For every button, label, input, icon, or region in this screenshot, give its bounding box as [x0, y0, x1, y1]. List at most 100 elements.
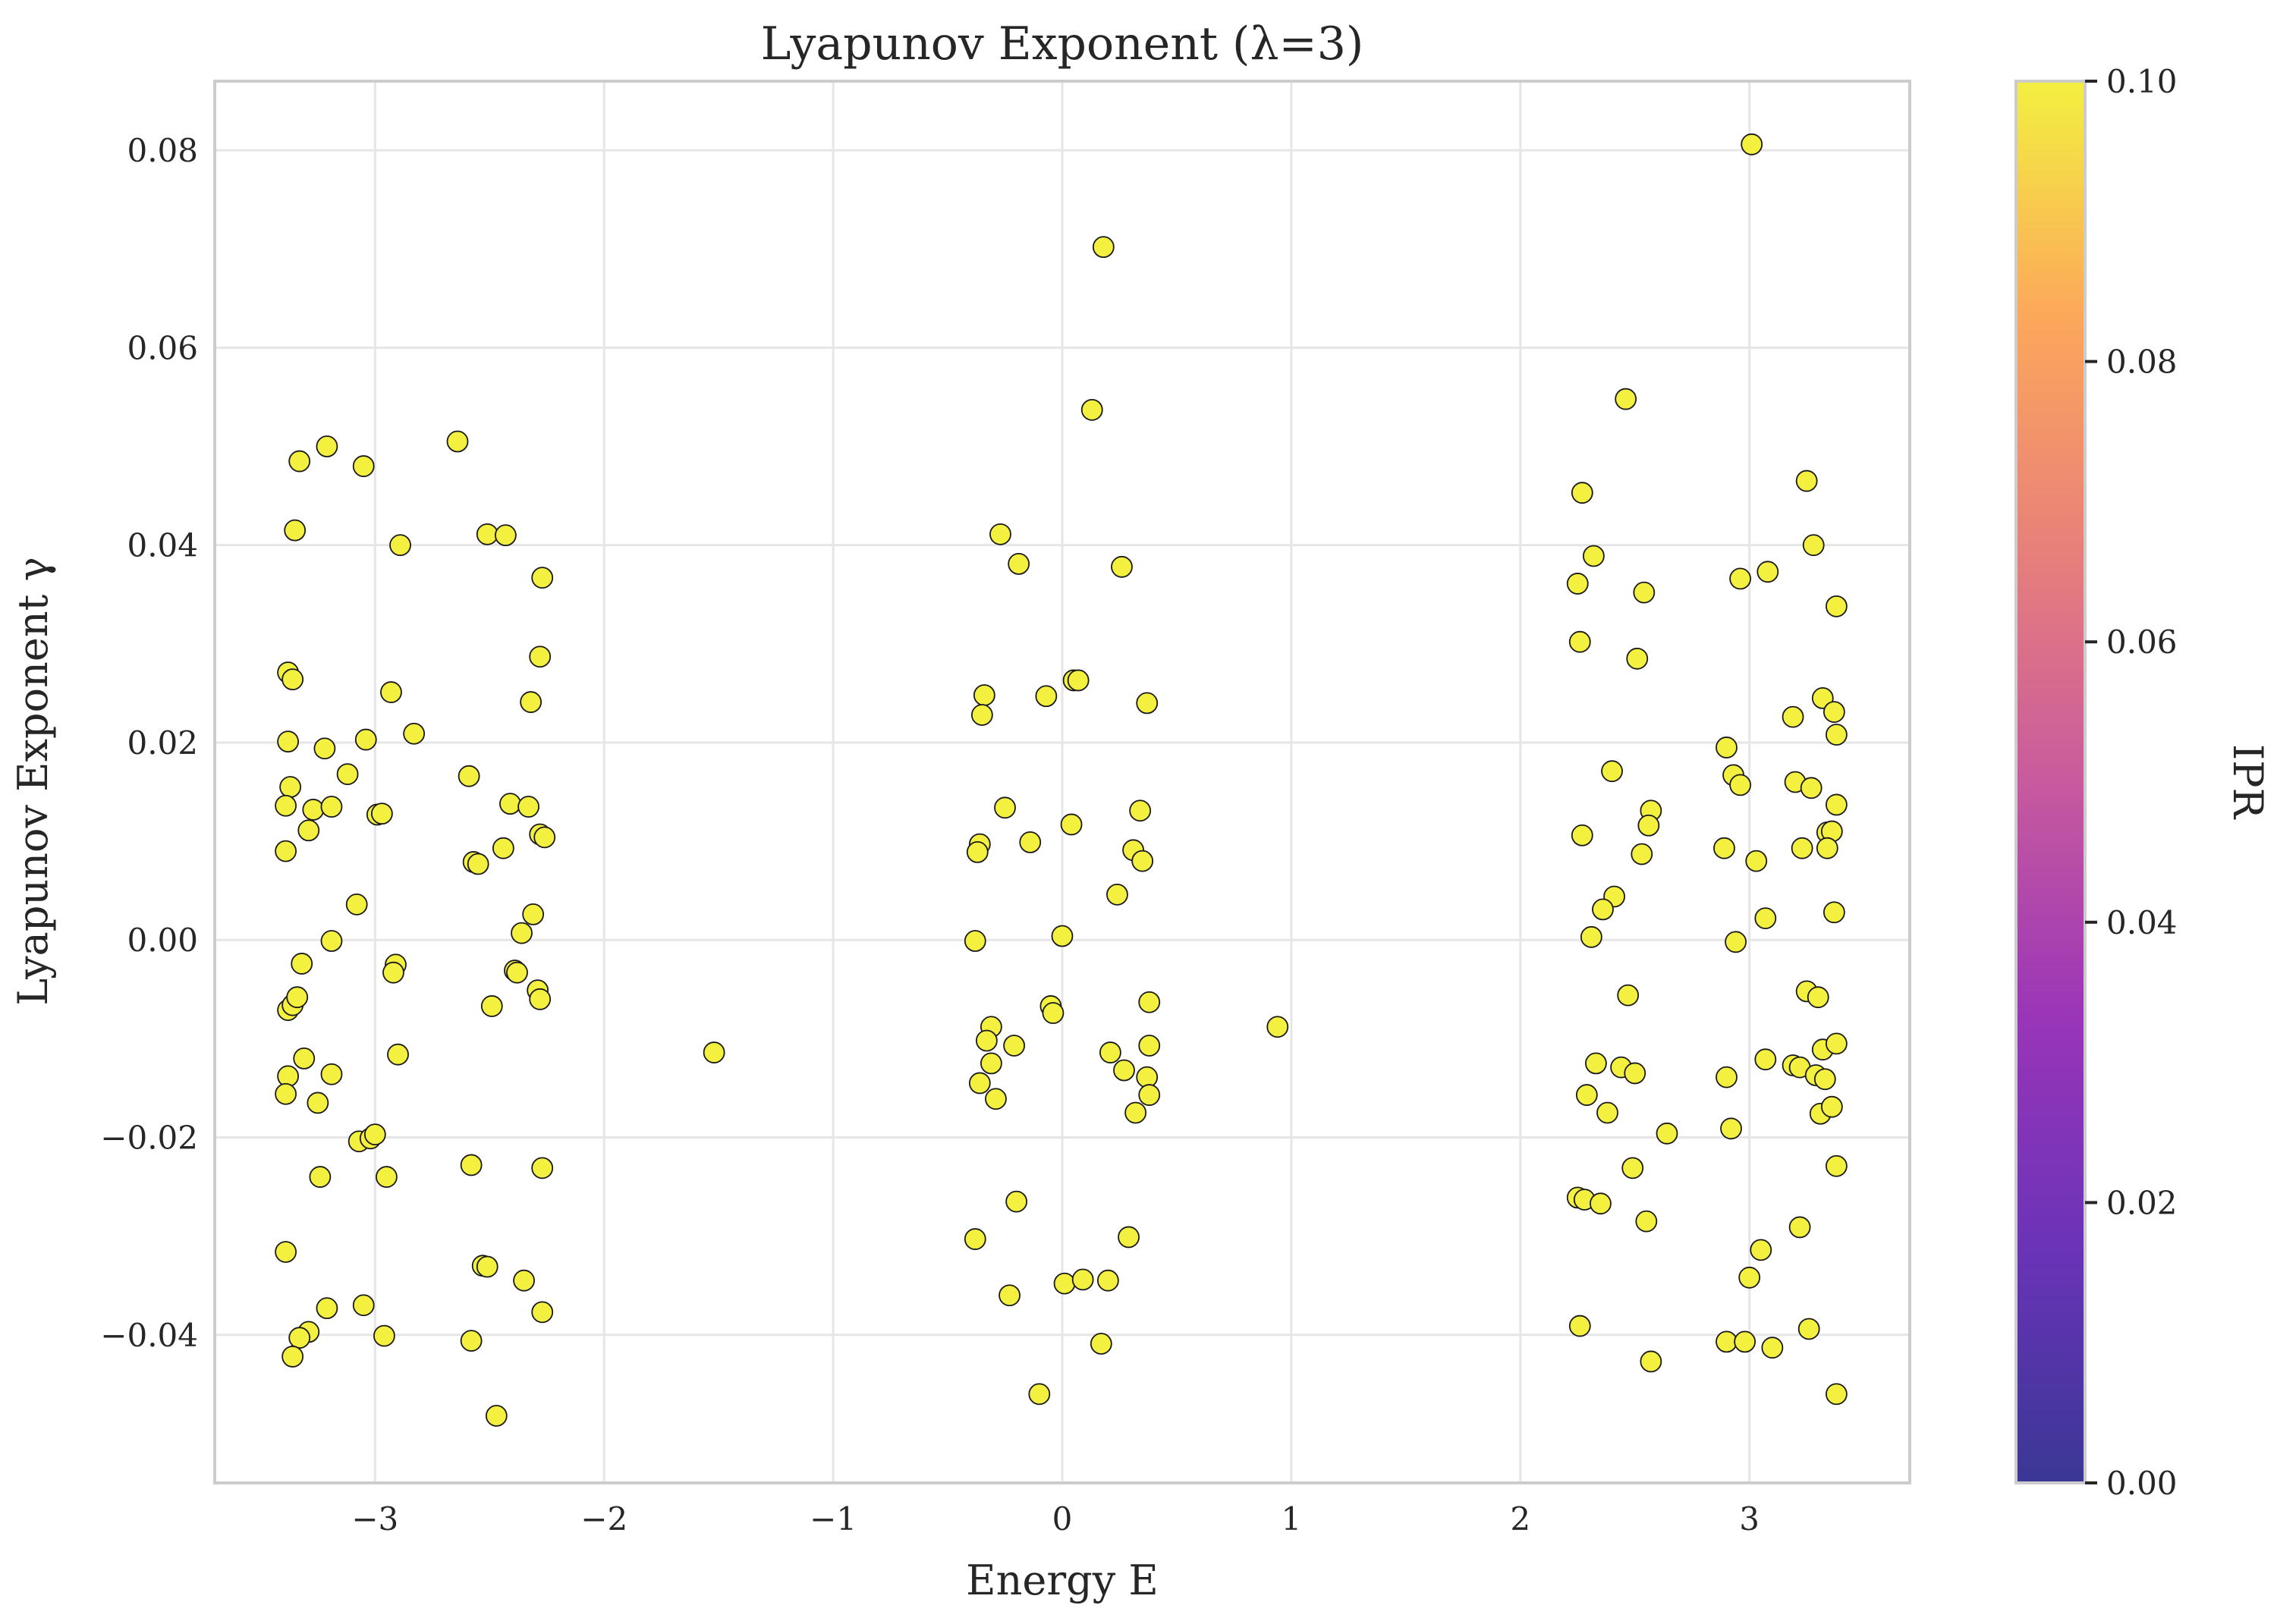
colorbar-tick-label: 0.06	[2106, 624, 2178, 661]
y-axis-ticks: −0.04 −0.02 0.00 0.02 0.04 0.06 0.08	[100, 132, 198, 1354]
data-point	[1090, 1333, 1112, 1355]
data-point	[1795, 470, 1818, 492]
data-point	[1035, 685, 1058, 708]
data-point	[1003, 1035, 1026, 1057]
data-point	[1099, 1041, 1121, 1063]
data-points	[275, 133, 1848, 1427]
data-point	[973, 684, 995, 706]
data-point	[284, 519, 307, 542]
data-point	[1582, 545, 1605, 567]
data-point	[1113, 1059, 1135, 1082]
data-point	[1566, 573, 1589, 595]
data-point	[316, 1297, 338, 1320]
x-tick-label: −1	[810, 1500, 857, 1538]
data-point	[994, 796, 1016, 819]
data-point	[354, 728, 377, 751]
plot-frame	[213, 80, 1911, 1484]
data-point	[1825, 793, 1848, 816]
data-point	[382, 961, 404, 984]
data-point	[703, 1041, 725, 1063]
data-point	[275, 1082, 297, 1105]
data-point	[1816, 837, 1838, 859]
data-point	[1051, 925, 1074, 947]
data-point	[373, 1324, 395, 1347]
y-tick-label: 0.04	[127, 527, 198, 564]
data-point	[476, 523, 498, 545]
colorbar-tick-label: 0.04	[2106, 904, 2178, 941]
data-point	[980, 1052, 1002, 1075]
x-axis-label: Energy E	[966, 1556, 1159, 1604]
data-point	[291, 953, 313, 975]
data-point	[1136, 692, 1159, 715]
data-point	[1568, 630, 1591, 653]
data-point	[985, 1088, 1007, 1110]
data-point	[1741, 133, 1763, 155]
data-point	[1092, 236, 1115, 259]
colorbar: 0.00 0.02 0.04 0.06 0.08 0.10 IPR	[2014, 63, 2272, 1502]
data-point	[370, 803, 393, 825]
data-point	[506, 961, 528, 984]
data-point	[1761, 1337, 1784, 1359]
data-point	[1754, 907, 1777, 929]
data-point	[1071, 1268, 1094, 1291]
data-point	[313, 737, 336, 760]
data-point	[492, 837, 514, 859]
data-point	[279, 776, 302, 798]
x-tick-label: −3	[351, 1500, 398, 1538]
data-point	[1617, 984, 1640, 1007]
data-point	[352, 1294, 375, 1317]
y-tick-label: 0.06	[127, 329, 198, 366]
data-point	[1825, 1383, 1848, 1406]
data-point	[1626, 647, 1649, 670]
data-point	[320, 1063, 343, 1085]
data-point	[1823, 701, 1845, 723]
data-point	[286, 986, 309, 1009]
data-point	[533, 826, 556, 849]
data-point	[1005, 1190, 1028, 1213]
data-point	[1635, 1210, 1658, 1233]
data-point	[363, 1123, 386, 1146]
data-point	[1825, 1032, 1848, 1055]
data-point	[1640, 1350, 1662, 1373]
data-point	[293, 1047, 316, 1070]
data-point	[1266, 1016, 1289, 1038]
data-point	[275, 1241, 297, 1263]
data-point	[1592, 898, 1614, 921]
data-point	[1716, 1066, 1738, 1088]
colorbar-tick-label: 0.08	[2106, 344, 2178, 381]
data-point	[1807, 986, 1829, 1009]
data-point	[288, 450, 311, 473]
data-point	[1096, 1269, 1119, 1292]
data-point	[480, 995, 503, 1017]
data-point	[495, 524, 517, 547]
data-point	[1797, 1318, 1820, 1340]
y-tick-label: 0.02	[127, 724, 198, 762]
x-tick-label: 0	[1052, 1500, 1073, 1538]
data-point	[1590, 1192, 1612, 1215]
data-point	[511, 922, 533, 944]
data-point	[1631, 843, 1653, 865]
data-point	[277, 730, 300, 753]
data-point	[1825, 595, 1848, 617]
data-point	[1823, 901, 1845, 924]
data-point	[1008, 552, 1030, 575]
data-point	[275, 840, 297, 862]
chart-title: Lyapunov Exponent (λ=3)	[761, 17, 1364, 71]
data-point	[529, 646, 552, 668]
colorbar-tick-label: 0.02	[2106, 1184, 2178, 1221]
data-point	[352, 455, 375, 477]
data-point	[302, 799, 325, 821]
data-point	[1802, 534, 1825, 557]
data-point	[281, 1346, 304, 1368]
data-point	[297, 819, 320, 842]
data-point	[1633, 581, 1656, 604]
data-point	[1124, 1101, 1147, 1124]
data-point	[288, 1327, 311, 1349]
data-point	[376, 1166, 398, 1188]
data-point	[380, 681, 402, 703]
colorbar-tick-label: 0.00	[2106, 1465, 2178, 1502]
data-point	[387, 1043, 409, 1066]
x-tick-label: 2	[1510, 1500, 1530, 1538]
data-point	[1019, 831, 1042, 853]
